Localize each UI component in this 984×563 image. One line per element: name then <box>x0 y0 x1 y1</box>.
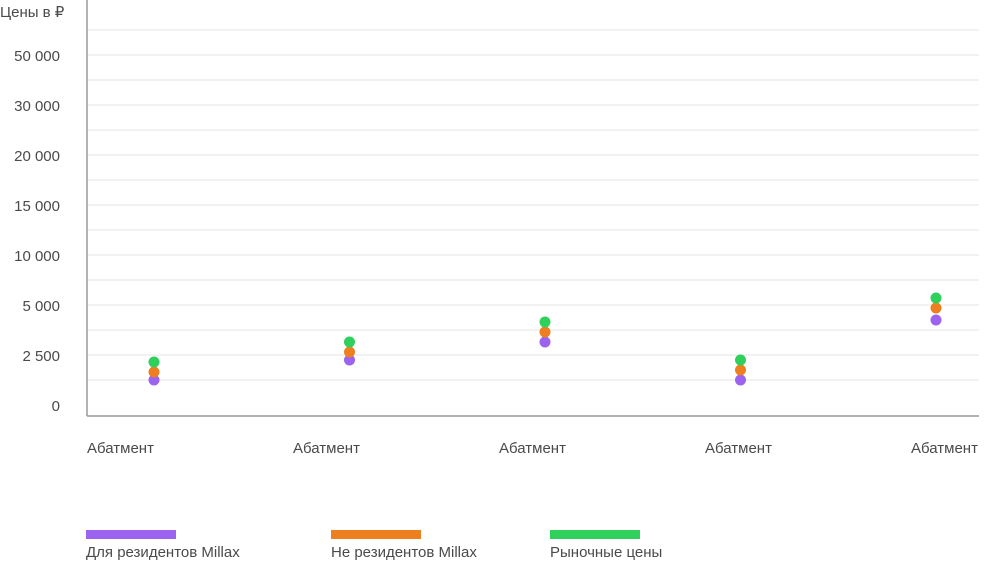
data-point <box>930 314 942 326</box>
data-point <box>735 364 746 376</box>
y-tick-label: 30 000 <box>14 98 60 115</box>
y-tick-label: 5 000 <box>22 298 60 315</box>
x-tick-label: Абатмент <box>499 440 566 457</box>
data-point <box>735 354 746 366</box>
legend-label: Не резидентов Millax <box>331 544 477 561</box>
y-tick-labels: 0 2 500 5 000 10 000 15 000 20 000 30 000 50 00… <box>14 48 60 415</box>
y-tick-label: 2 500 <box>22 348 60 365</box>
legend-swatch <box>331 530 421 539</box>
legend-item: Для резидентов Millax <box>86 530 240 561</box>
y-tick-label: 20 000 <box>14 148 60 165</box>
y-tick-label: 0 <box>52 398 60 415</box>
legend-swatch <box>550 530 640 539</box>
data-point <box>344 346 355 358</box>
y-tick-label: 15 000 <box>14 198 60 215</box>
data-points <box>148 292 942 386</box>
legend-item: Не резидентов Millax <box>331 530 477 561</box>
data-point <box>735 374 746 386</box>
data-point <box>148 356 160 368</box>
data-point <box>539 336 551 348</box>
legend-item: Рыночные цены <box>550 530 662 561</box>
x-tick-label: Абатмент <box>293 440 360 457</box>
data-point <box>148 366 160 378</box>
data-point <box>539 326 551 338</box>
y-tick-label: 50 000 <box>14 48 60 65</box>
x-tick-labels: Абатмент Абатмент Абатмент Абатмент Абатмент <box>87 440 978 457</box>
legend-swatch <box>86 530 176 539</box>
grid-lines <box>88 29 979 381</box>
x-tick-label: Абатмент <box>705 440 772 457</box>
data-point <box>344 336 355 348</box>
x-tick-label: Абатмент <box>87 440 154 457</box>
data-point <box>539 316 551 328</box>
legend-label: Для резидентов Millax <box>86 544 240 561</box>
legend-label: Рыночные цены <box>550 544 663 561</box>
legend: Для резидентов Millax Не резидентов Milla… <box>0 530 984 563</box>
x-tick-label: Абатмент <box>911 440 978 457</box>
y-tick-label: 10 000 <box>14 248 60 265</box>
price-scatter-chart: Цены в ₽ 0 2 500 5 000 10 000 15 000 20 000 30… <box>0 0 979 457</box>
data-point <box>930 302 942 314</box>
data-point <box>344 354 355 366</box>
data-point <box>148 374 160 386</box>
data-point <box>930 292 942 304</box>
y-axis-unit-label: Цены в ₽ <box>0 4 65 21</box>
